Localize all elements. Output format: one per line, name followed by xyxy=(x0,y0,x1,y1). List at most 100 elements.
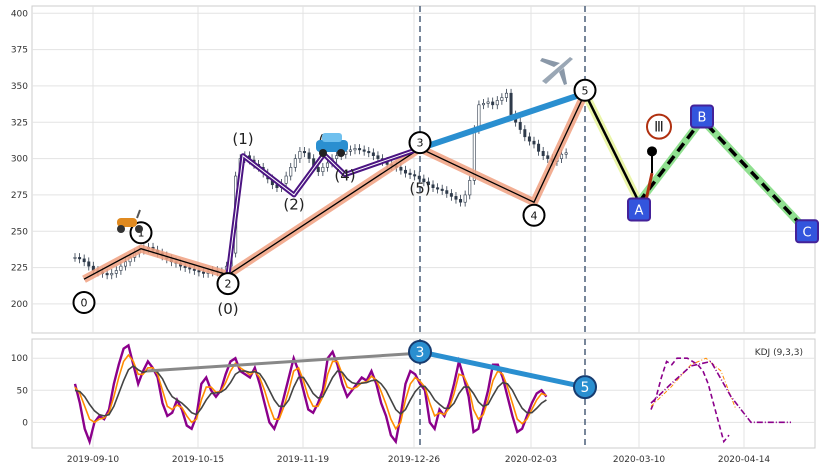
candle-body xyxy=(376,155,380,159)
scooter-body xyxy=(117,218,137,227)
candle-body xyxy=(188,267,192,270)
candle-body xyxy=(527,136,531,142)
wave-label: 4 xyxy=(531,209,538,222)
candle-body xyxy=(491,101,495,106)
kdj-title: KDJ (9,3,3) xyxy=(755,348,803,358)
candle-body xyxy=(123,261,127,267)
candle-body xyxy=(440,188,444,191)
candle-body xyxy=(422,178,426,183)
candle-body xyxy=(431,184,435,188)
roman-marker-circle xyxy=(646,113,672,140)
candle-body xyxy=(371,152,375,156)
wave-label: 0 xyxy=(81,296,88,309)
wave-label-circle xyxy=(408,131,432,155)
kdj-series-line xyxy=(74,353,547,431)
kdj-projection-j xyxy=(650,360,791,424)
kdj-y-tick-label: 50 xyxy=(17,386,29,396)
correction-label: B xyxy=(698,110,707,125)
candle-body xyxy=(105,273,109,276)
wave-label: 1 xyxy=(138,227,145,240)
candle-body xyxy=(348,149,352,152)
candle-body xyxy=(564,152,568,155)
candle-body xyxy=(504,92,508,98)
wave-label-circle xyxy=(72,290,96,314)
kdj-y-tick-label: 100 xyxy=(11,354,28,364)
candle-body xyxy=(486,101,490,104)
y-tick-label: 200 xyxy=(11,300,28,310)
x-tick-label: 2019-10-15 xyxy=(172,455,224,465)
candle-body xyxy=(459,198,463,203)
candle-body xyxy=(560,153,564,159)
candle-body xyxy=(482,103,486,106)
candle-body xyxy=(500,97,504,101)
x-tick-label: 2019-09-10 xyxy=(67,455,120,465)
candle-body xyxy=(537,143,541,152)
impulse-line xyxy=(83,92,586,280)
candle-body xyxy=(436,187,440,190)
candle-body xyxy=(73,257,77,259)
scooter-handle xyxy=(136,209,141,219)
correction-label: C xyxy=(802,225,811,240)
y-tick-label: 250 xyxy=(11,227,28,237)
wave-3-5-connector xyxy=(419,90,586,152)
airplane-wing-right xyxy=(559,68,567,85)
kdj-y-tick-label: 0 xyxy=(22,418,28,428)
correction-label: A xyxy=(635,203,644,218)
plot-area xyxy=(31,5,816,334)
kdj-wave-label-circle xyxy=(573,375,597,400)
y-tick-label: 225 xyxy=(11,264,28,274)
candle-body xyxy=(417,175,421,180)
x-tick-label: 2019-11-19 xyxy=(277,455,330,465)
candle-body xyxy=(82,258,86,263)
candle-body xyxy=(449,193,453,197)
candle-body xyxy=(78,257,82,260)
candle-body xyxy=(399,167,403,171)
scooter-rear-wheel xyxy=(117,225,125,233)
y-tick-label: 300 xyxy=(11,155,28,165)
car-icon xyxy=(316,133,348,157)
candle-body xyxy=(293,158,297,168)
y-tick-label: 325 xyxy=(11,118,28,128)
wave-label: 5 xyxy=(582,84,589,97)
candle-body xyxy=(302,151,306,154)
kdj-series-line xyxy=(650,357,730,444)
airplane-fuselage xyxy=(542,57,573,84)
kdj-projection-d xyxy=(650,357,737,410)
candle-body xyxy=(298,151,302,159)
inner-wave-label: (2) xyxy=(283,195,304,213)
airplane-icon xyxy=(540,57,573,85)
candle-body xyxy=(87,261,91,267)
y-tick-label: 350 xyxy=(11,82,28,92)
inner-wave-label-start: (0) xyxy=(217,300,238,318)
roman-marker-label: Ⅲ xyxy=(654,120,664,136)
car-cabin xyxy=(322,133,342,142)
candle-body xyxy=(463,194,467,203)
candle-body xyxy=(403,169,407,174)
y-tick-label: 400 xyxy=(11,9,28,19)
candle-body xyxy=(541,151,545,156)
kdj-wave-label: 5 xyxy=(581,380,590,396)
candle-body xyxy=(362,149,366,152)
candle-body xyxy=(546,155,550,159)
kdj-divergence-line xyxy=(146,351,421,373)
x-tick-label: 2019-12-26 xyxy=(388,455,441,465)
candle-body xyxy=(367,151,371,154)
candle-body xyxy=(325,162,329,168)
candle-body xyxy=(202,271,206,274)
inner-wave-label: (5) xyxy=(409,179,430,197)
inner-wave-label: (1) xyxy=(232,130,253,148)
candle-body xyxy=(408,172,412,175)
y-tick-label: 375 xyxy=(11,46,28,56)
scooter-front-wheel xyxy=(135,225,143,233)
car-front-wheel xyxy=(337,149,345,157)
candle-body xyxy=(284,175,288,184)
kdj-wave-label-circle xyxy=(408,339,432,364)
candle-body xyxy=(321,167,325,172)
candle-body xyxy=(495,100,499,106)
car-rear-wheel xyxy=(319,149,327,157)
wave-label: 2 xyxy=(225,278,232,291)
candle-body xyxy=(454,196,458,200)
